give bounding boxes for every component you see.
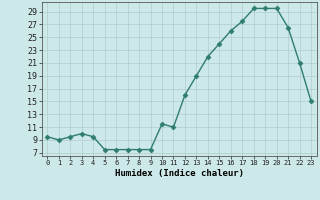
X-axis label: Humidex (Indice chaleur): Humidex (Indice chaleur) [115, 169, 244, 178]
